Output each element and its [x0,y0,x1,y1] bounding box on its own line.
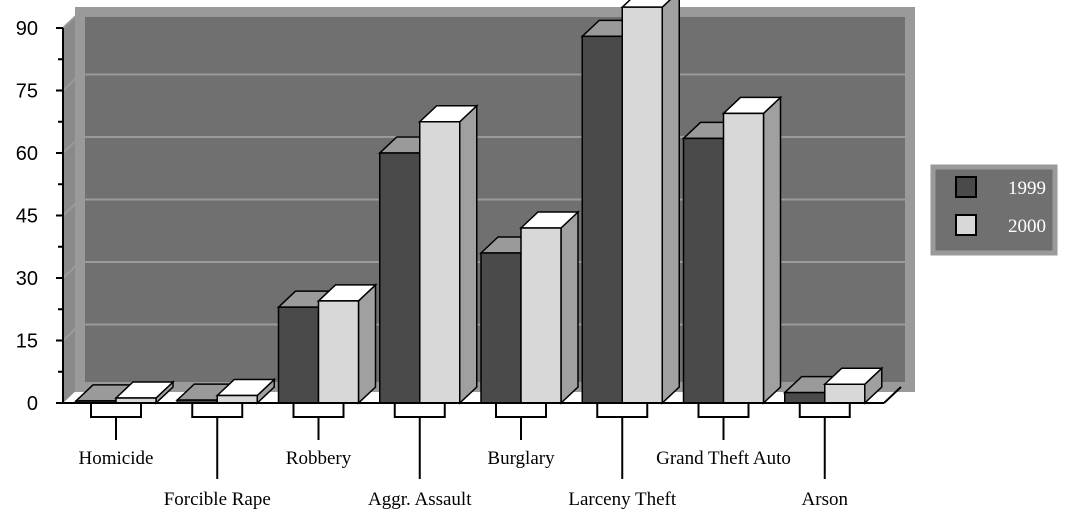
x-tick-label: Forcible Rape [164,489,271,510]
y-tick-label: 90 [16,18,38,40]
x-tick-bracket [191,402,244,418]
bar-2000-homicide [114,380,175,405]
x-tick-label: Burglary [487,448,555,469]
y-axis-ticks: 0 15 30 45 60 75 90 [16,18,63,415]
x-tick-bracket [596,402,649,418]
legend-label-2000: 2000 [1008,216,1046,237]
legend-label-1999: 1999 [1008,178,1046,199]
bar-front [824,383,866,404]
x-tick-bracket [697,402,750,418]
bar-front [621,6,663,404]
x-axis-depth-line [883,386,902,404]
bar-front [419,121,461,404]
bar-2000-burglary [519,210,580,405]
legend-box [930,164,1058,256]
bar-front [784,391,826,404]
bar-2000-aggr-assault [417,104,479,405]
bar-front [317,300,360,404]
x-tick-label: Grand Theft Auto [656,448,791,469]
y-tick-label: 45 [16,206,38,228]
y-tick-label: 0 [27,393,38,415]
bar-front [722,112,765,404]
x-tick-label: Homicide [79,448,154,469]
bar-front [682,137,725,404]
bar-front [581,35,623,404]
x-tick-label: Arson [802,489,849,510]
gridline-side [62,136,81,154]
gridline-side [62,261,81,279]
bar-2000-robbery [316,283,378,405]
bar-side [661,0,680,405]
bar-2000-arson [822,366,884,405]
gridline-side [62,11,81,29]
x-tick-bracket [393,402,446,418]
x-tick-bracket [90,402,142,418]
legend-swatch-2000 [955,214,977,236]
gridline-side [62,198,81,217]
x-axis-ticks: Homicide Forcible Rape Robbery Aggr. Assaul… [79,402,851,510]
bar-2000-larceny-theft [620,0,680,405]
gridline-side [62,73,81,92]
bar-front [520,227,562,404]
legend: 1999 2000 [930,164,1058,256]
gridline-side [62,323,81,342]
bar-front [379,152,421,404]
bar-side [560,210,579,405]
y-tick-label: 15 [16,331,38,353]
y-tick-label: 75 [16,81,38,103]
bar-side [762,95,782,405]
x-tick-bracket [292,402,345,418]
bar-side [357,283,377,405]
x-tick-label: Larceny Theft [568,489,677,510]
y-tick-label: 30 [16,268,38,290]
x-tick-label: Robbery [286,448,352,469]
bars [74,0,884,405]
bar-front [216,394,258,404]
legend-swatch-1999 [955,176,977,198]
bar-side [459,104,478,405]
bar-2000-grand-theft-auto [721,95,783,405]
bar-front [480,252,522,404]
x-tick-bracket [798,402,851,418]
x-tick-label: Aggr. Assault [368,489,472,510]
y-tick-label: 60 [16,143,38,165]
bar-front [277,306,320,404]
x-tick-bracket [495,402,547,418]
